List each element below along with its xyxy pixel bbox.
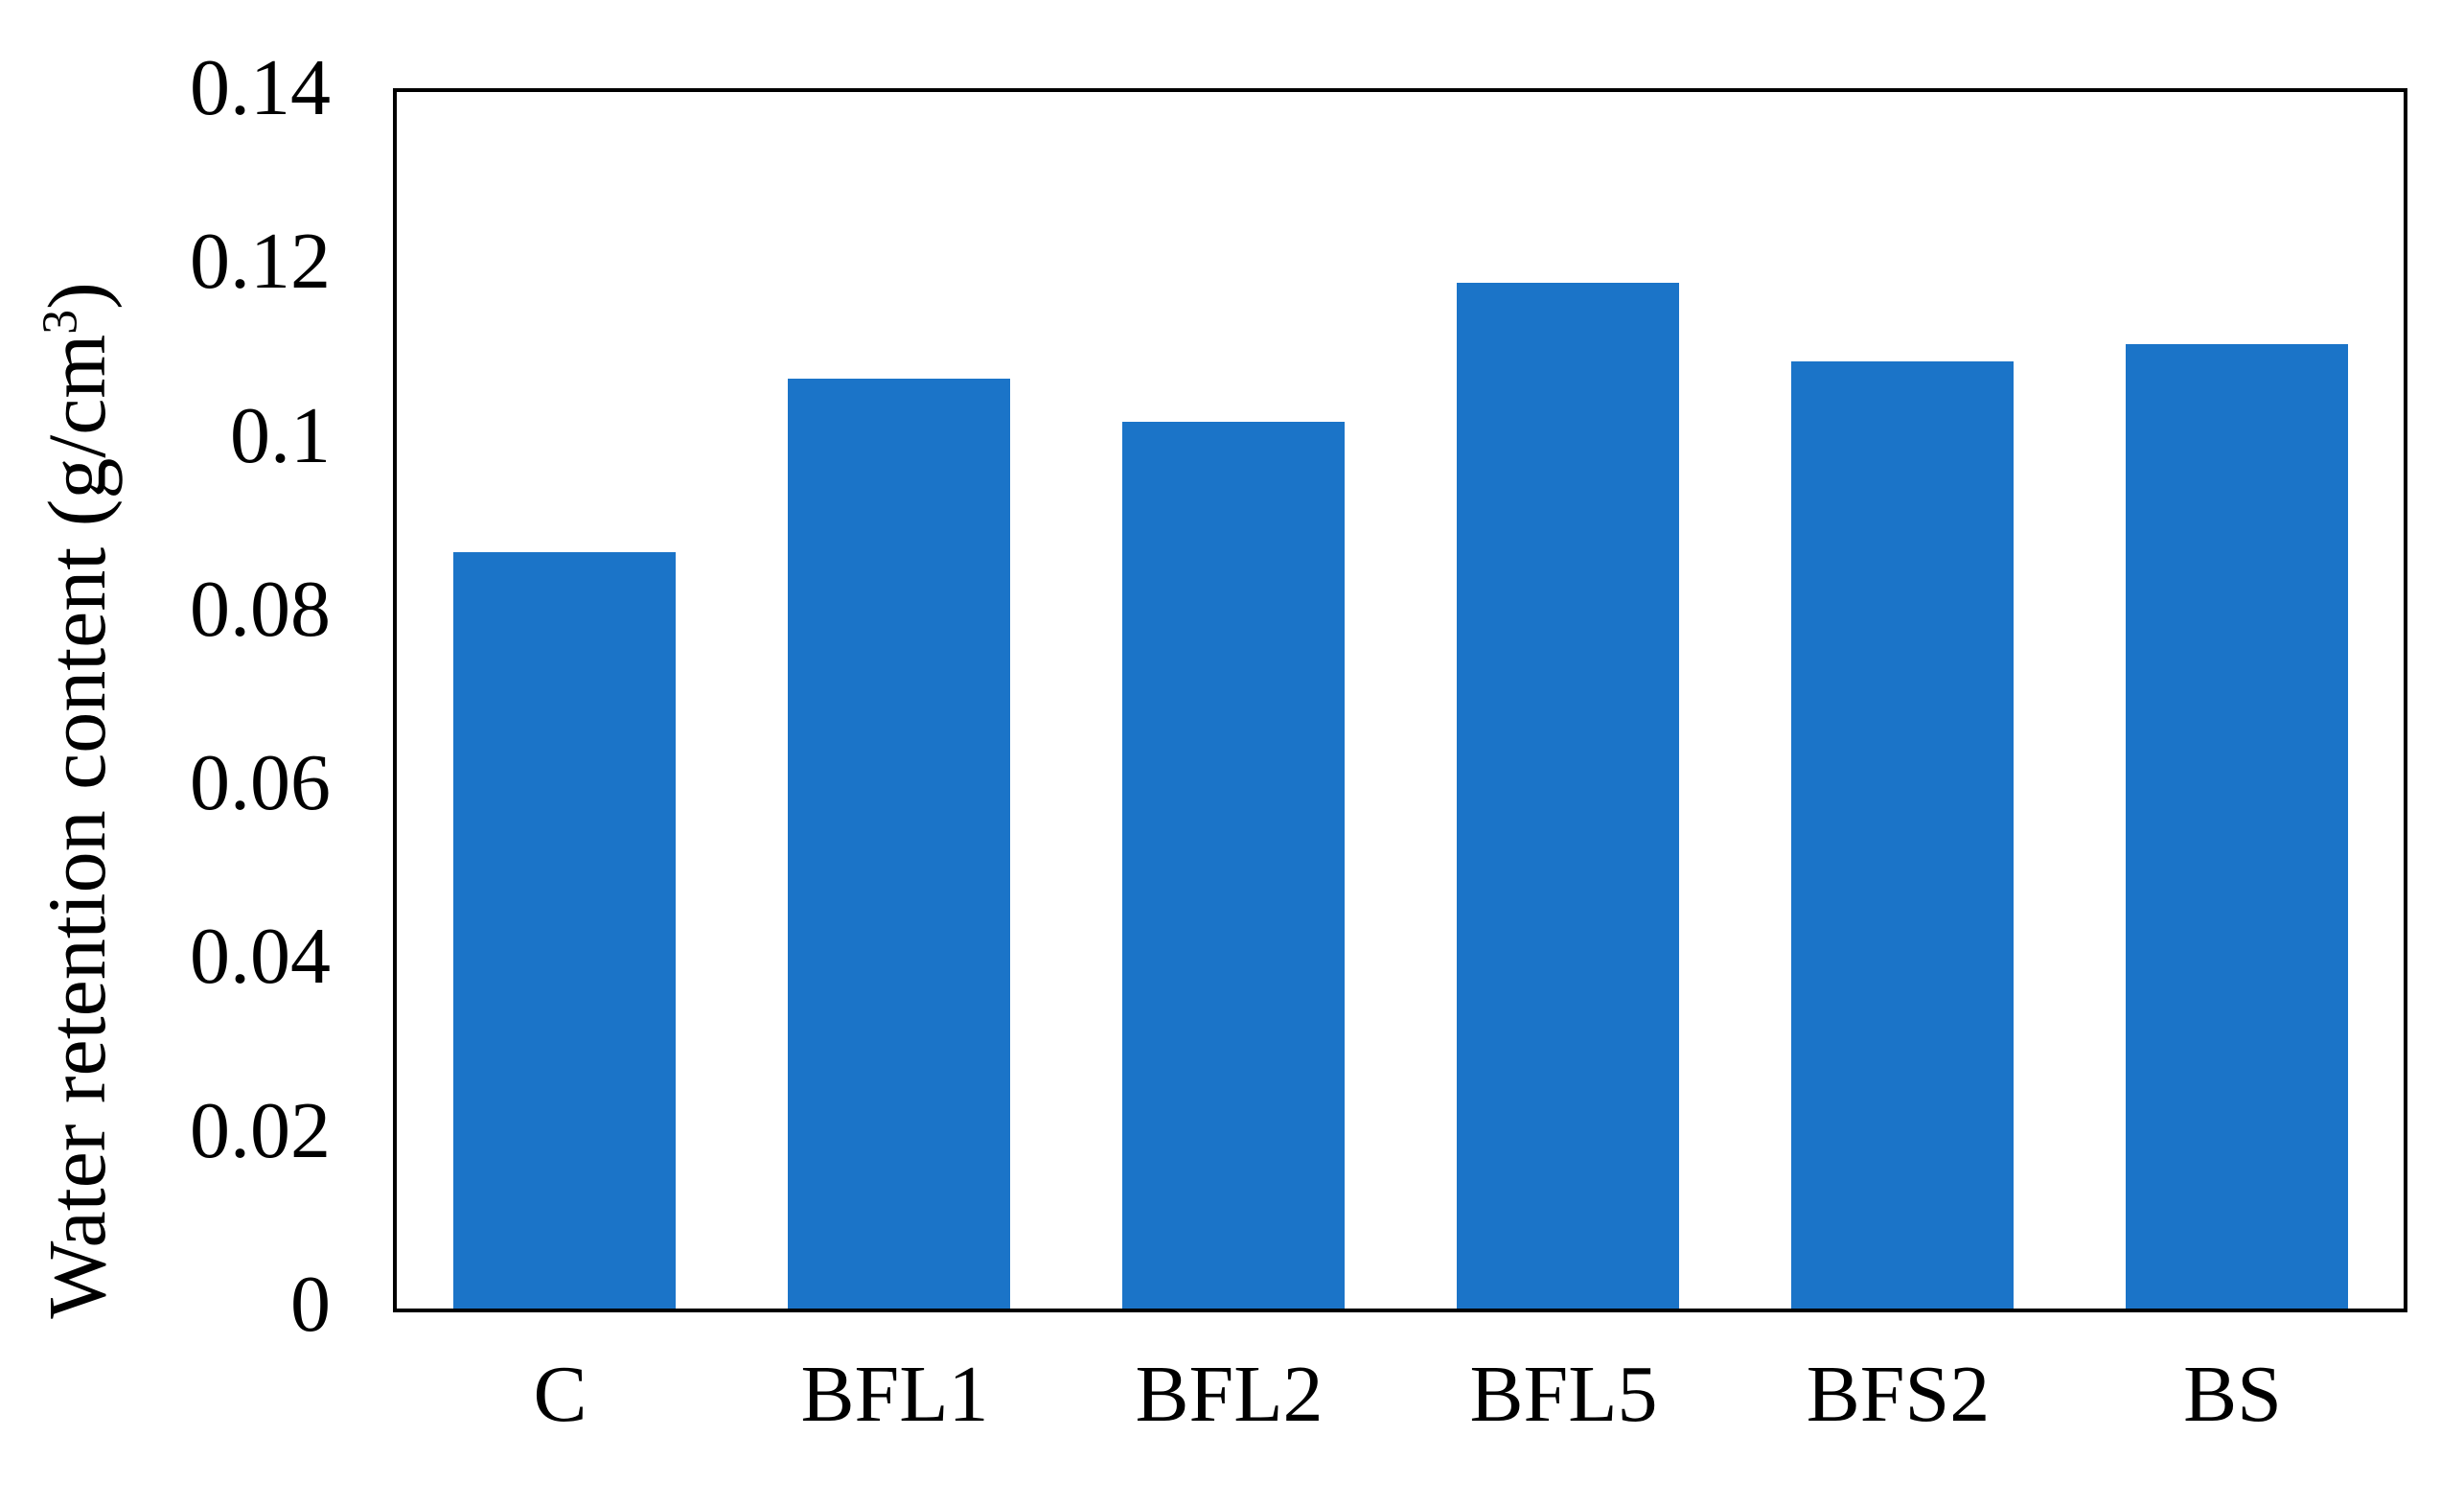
bar-BFL2 [1121,422,1345,1309]
y-tick-label-0.1: 0.1 [230,390,331,480]
y-tick-label-0.14: 0.14 [190,43,331,132]
x-tick-label-BFL5: BFL5 [1469,1350,1658,1439]
plot-area [393,88,2407,1312]
y-tick-label-0.08: 0.08 [190,564,331,654]
y-tick-label-0.04: 0.04 [190,912,331,1002]
bar-BS [2125,343,2348,1309]
bar-C [452,552,676,1309]
x-tick-label-C: C [533,1350,587,1439]
x-tick-label-BFS2: BFS2 [1806,1350,1991,1439]
y-tick-label-0.06: 0.06 [190,738,331,828]
bar-BFL5 [1456,283,1679,1309]
bar-BFS2 [1790,361,2014,1309]
y-tick-label-0.02: 0.02 [190,1085,331,1175]
bar-BFL1 [787,379,1010,1309]
x-tick-label-BFL2: BFL2 [1135,1350,1324,1439]
x-tick-label-BFL1: BFL1 [800,1350,989,1439]
y-tick-label-0: 0 [290,1260,331,1349]
y-axis-title-superscript: 3 [33,309,88,335]
x-tick-label-BS: BS [2183,1350,2282,1439]
y-tick-label-0.12: 0.12 [190,217,331,307]
